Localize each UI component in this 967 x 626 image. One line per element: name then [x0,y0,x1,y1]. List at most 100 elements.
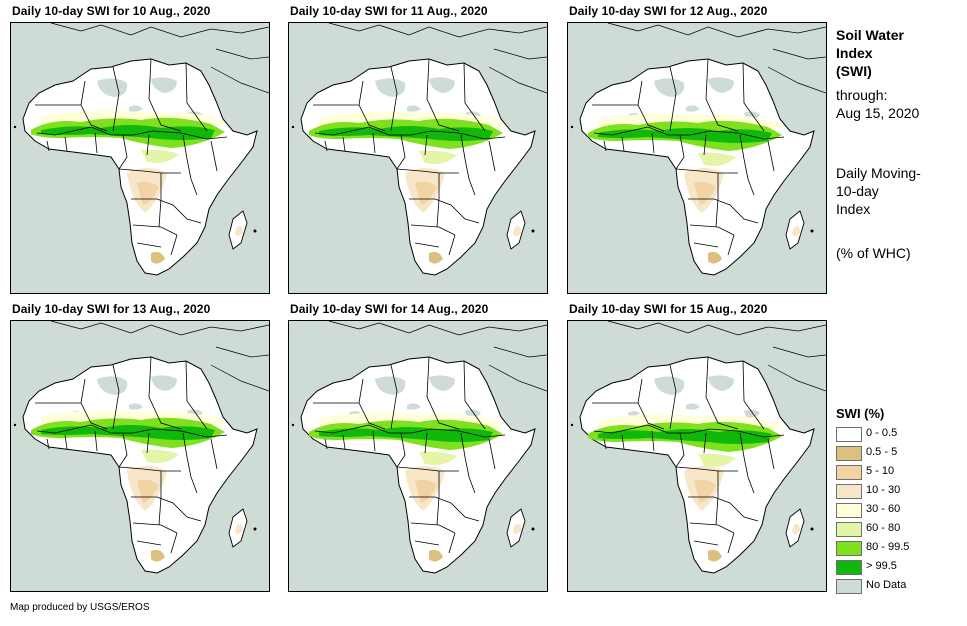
no-data-area [151,77,177,93]
through-date: Aug 15, 2020 [836,105,920,121]
country-border [727,234,735,256]
no-data-area [686,403,700,410]
panel-title: Daily 10-day SWI for 10 Aug., 2020 [12,4,211,18]
africa-landmass [579,58,815,276]
legend-swatch [836,446,862,461]
country-border [675,432,685,468]
legend-label: 10 - 30 [866,484,901,496]
saturated-band [319,126,493,141]
africa-map-graphic [291,321,547,574]
country-border [688,496,759,522]
no-data-area [708,375,734,391]
map-panel-6: Daily 10-day SWI for 15 Aug., 2020 [567,302,827,592]
island-marker [810,229,814,233]
country-border [603,140,607,152]
no-data-area [654,78,685,97]
country-border [703,134,707,156]
island-marker [253,527,257,531]
country-border [767,438,775,470]
country-border [358,378,364,404]
legend-label: 0.5 - 5 [866,446,898,458]
middle-east-border [210,48,269,94]
country-border [621,136,625,152]
legend-swatch [836,579,862,594]
country-border [118,432,128,468]
no-data-area [407,403,421,410]
country-border [314,424,506,438]
no-data-area [686,105,700,112]
africa-map [10,320,270,592]
africa-map-graphic [13,23,269,276]
country-border [603,438,607,450]
units-label: (% of WHC) [836,245,911,261]
country-border [448,532,456,554]
legend-swatch [836,560,862,575]
country-border [727,532,735,554]
moist-patch [141,449,179,463]
country-border [396,432,406,468]
africa-map [567,320,827,592]
country-border [80,378,86,404]
country-border [414,540,440,546]
moist-patch [698,453,736,467]
island-marker [291,125,295,129]
legend-label: 0 - 0.5 [866,427,898,439]
country-border [185,360,208,430]
country-border [182,432,188,458]
no-data-area [429,375,455,391]
africa-map-graphic [570,23,826,276]
map-panel-5: Daily 10-day SWI for 14 Aug., 2020 [288,302,548,592]
europe-coastline [50,321,269,336]
country-border [131,496,202,522]
description-line: Index [836,201,871,217]
island-marker [531,527,535,531]
country-border [342,136,346,152]
country-border [651,430,655,452]
island-marker [570,125,574,129]
country-border [118,168,181,174]
country-border [409,198,480,224]
moist-patch [419,451,457,465]
country-border [410,522,456,534]
legend-label: 60 - 80 [866,522,901,534]
panel-title: Daily 10-day SWI for 12 Aug., 2020 [569,4,768,18]
country-border [372,430,376,452]
island-marker [810,527,814,531]
country-border [182,134,188,160]
country-border [689,522,735,534]
country-border [64,136,68,152]
index-description: Daily Moving- 10-day Index [836,164,921,218]
no-data-area [97,376,128,395]
legend-label: 80 - 99.5 [866,541,910,553]
legend-swatch [836,484,862,499]
country-border [426,58,460,132]
no-data-area [708,77,734,93]
panel-title: Daily 10-day SWI for 11 Aug., 2020 [290,4,488,18]
dry-patch [513,225,521,236]
country-border [414,242,440,248]
country-border [118,134,128,170]
country-border [35,104,108,132]
no-data-area [429,77,455,93]
index-title-line: Soil Water [836,27,904,43]
country-border [136,242,162,248]
country-border [186,456,198,494]
country-border [170,234,178,256]
saturated-band [319,427,493,442]
country-border [396,168,459,174]
country-border [36,126,228,140]
country-border [426,356,460,430]
country-border [488,438,496,470]
country-border [705,356,739,430]
country-border [739,432,745,458]
credit-text: Map produced by USGS/EROS [10,602,150,613]
country-border [324,438,328,450]
legend-swatch [836,427,862,442]
country-border [464,158,476,196]
island-marker [253,229,257,233]
saturated-band [41,425,215,440]
dry-patch [151,549,165,562]
country-border [396,134,406,170]
legend-swatch [836,503,862,518]
country-border [313,402,386,430]
